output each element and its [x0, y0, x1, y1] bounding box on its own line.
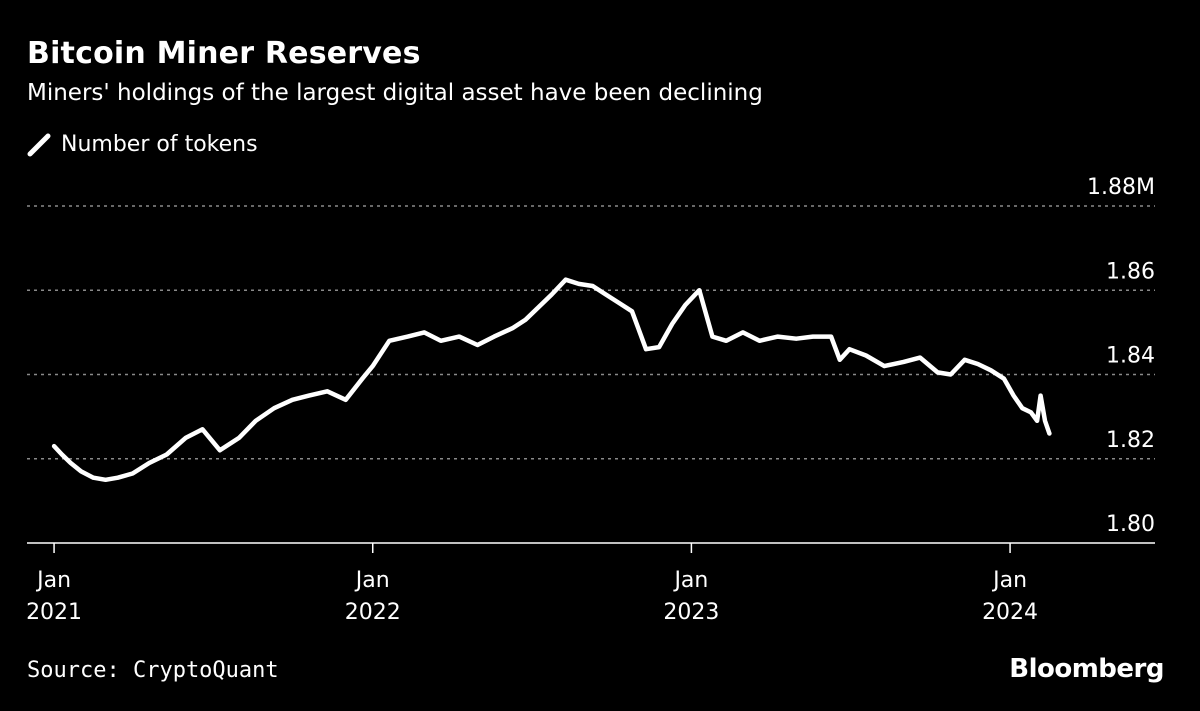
y-tick-label: 1.82	[1106, 428, 1155, 453]
y-tick-label: 1.84	[1106, 344, 1155, 369]
x-tick-label-month: Jan	[35, 568, 71, 593]
series-line	[51, 277, 1052, 483]
chart-subtitle: Miners' holdings of the largest digital …	[27, 80, 763, 106]
x-tick-label-month: Jan	[672, 568, 708, 593]
x-tick-label-month: Jan	[991, 568, 1027, 593]
y-tick-label: 1.86	[1106, 259, 1155, 284]
bloomberg-logo: Bloomberg	[1009, 654, 1164, 684]
legend: Number of tokens	[27, 132, 258, 157]
line-swatch-icon	[27, 133, 51, 156]
x-tick-label-year: 2022	[345, 600, 401, 625]
x-tick-label-month: Jan	[354, 568, 390, 593]
chart-title: Bitcoin Miner Reserves	[27, 36, 421, 71]
y-tick-label: 1.88M	[1087, 175, 1155, 200]
x-tick-label-year: 2024	[982, 600, 1038, 625]
legend-label: Number of tokens	[61, 132, 258, 157]
x-tick-label-year: 2021	[26, 600, 82, 625]
x-tick-label-year: 2023	[663, 600, 719, 625]
y-tick-label: 1.80	[1106, 512, 1155, 537]
source-note: Source: CryptoQuant	[27, 658, 279, 683]
